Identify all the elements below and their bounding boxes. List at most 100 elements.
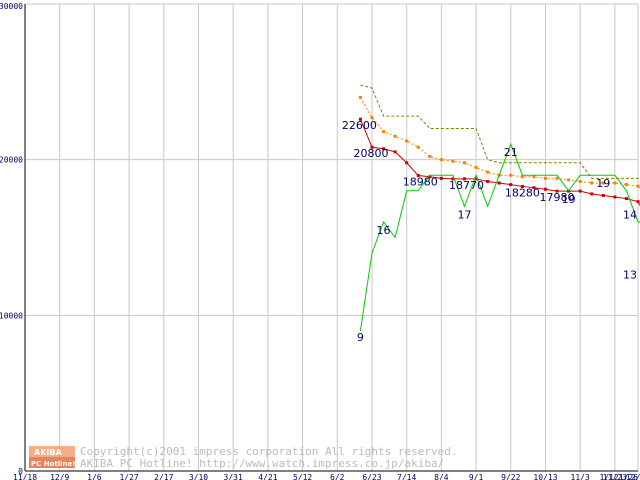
- logo-bottom-box: [29, 457, 75, 468]
- data-point-average: [382, 130, 386, 134]
- shop-count-label: 14: [623, 208, 637, 221]
- x-tick-label: 7/14: [397, 473, 416, 480]
- x-tick-label: 12/15: [626, 473, 640, 480]
- shop-count-label: 21: [504, 146, 518, 159]
- x-tick-label: 3/31: [224, 473, 243, 480]
- data-point-min: [439, 176, 443, 180]
- data-point-min: [578, 189, 582, 193]
- data-point-min: [416, 174, 420, 178]
- data-point-min: [474, 177, 478, 181]
- min-price-label: 22600: [342, 119, 377, 132]
- data-point-average: [474, 165, 478, 169]
- data-point-min: [497, 181, 501, 185]
- data-point-average: [543, 176, 547, 180]
- y-tick-label: 30000: [0, 2, 23, 11]
- data-point-average: [451, 159, 455, 163]
- data-point-min: [520, 184, 524, 188]
- series-min: [358, 117, 640, 207]
- data-point-average: [613, 181, 617, 185]
- series-max: [360, 84, 640, 179]
- data-point-average: [428, 155, 432, 159]
- y-tick-label: 20000: [0, 156, 23, 165]
- data-point-average: [370, 116, 374, 120]
- data-point-min: [382, 147, 386, 151]
- data-point-min: [532, 186, 536, 190]
- x-tick-label: 1/121/26: [599, 473, 638, 480]
- series-line-average: [359, 97, 640, 189]
- data-point-min: [405, 161, 409, 165]
- y-ticks: 0 10000 20000 30000: [0, 2, 23, 476]
- x-tick-label: 12/9: [50, 473, 69, 480]
- logo-top-text: AKIBA: [34, 448, 62, 457]
- x-tick-label: 9/1: [469, 473, 484, 480]
- x-tick-label: 11/3: [571, 473, 590, 480]
- series-shops: [359, 142, 640, 331]
- data-point-min: [370, 145, 374, 149]
- data-point-average: [405, 139, 409, 143]
- data-point-average: [555, 176, 559, 180]
- data-point-average: [439, 158, 443, 162]
- min-price-label: 20800: [353, 147, 388, 160]
- x-tick-label: 10/13: [533, 473, 557, 480]
- copyright-watermark: AKIBA PC Hotline! Copyright(c)2001 impre…: [29, 445, 458, 470]
- x-tick-label: 6/23: [362, 473, 381, 480]
- y-tick-label: 0: [18, 467, 23, 476]
- data-point-average: [636, 184, 640, 188]
- min-price-label: 17980: [540, 191, 575, 204]
- data-point-average: [578, 179, 582, 183]
- data-point-min: [590, 192, 594, 196]
- shop-count-label: 13: [623, 269, 637, 282]
- data-point-average: [393, 134, 397, 138]
- data-point-average: [509, 173, 513, 177]
- data-point-min: [428, 175, 432, 179]
- x-tick-label: 2/17: [154, 473, 173, 480]
- y-tick-label: 10000: [0, 311, 23, 320]
- x-tick-label: 1/27: [119, 473, 138, 480]
- data-point-min: [463, 177, 467, 181]
- x-tick-label: 9/22: [501, 473, 520, 480]
- data-point-min: [358, 117, 362, 121]
- shop-count-label: 19: [562, 193, 576, 206]
- min-price-label: 18280: [505, 186, 540, 199]
- copyright-line: Copyright(c)2001 impress corporation All…: [80, 445, 458, 458]
- x-tick-label: 11/18: [13, 473, 37, 480]
- shop-count-label: 9: [357, 331, 364, 344]
- x-tick-label: 1/6: [87, 473, 102, 480]
- data-point-average: [520, 175, 524, 179]
- data-point-min: [624, 197, 628, 201]
- shop-count-label: 19: [596, 177, 610, 190]
- data-point-average: [567, 178, 571, 182]
- grid: [24, 3, 639, 472]
- x-ticks: 11/18 12/9 1/6 1/27 2/17 3/10 3/31 4/21 5/12 6/2 6…: [13, 473, 640, 480]
- data-point-min: [486, 179, 490, 183]
- series-group: [358, 84, 640, 331]
- min-price-label: 18770: [449, 179, 484, 192]
- data-point-min: [601, 193, 605, 197]
- data-point-min: [451, 177, 455, 181]
- axes: [24, 4, 638, 472]
- data-point-min: [509, 183, 513, 187]
- series-line-min: [359, 119, 640, 207]
- data-point-average: [590, 181, 594, 185]
- shop-count-label: 17: [458, 208, 472, 221]
- data-labels: 2260020800189801877018280179801598014980…: [342, 119, 637, 344]
- data-point-min: [636, 200, 640, 204]
- data-point-average: [358, 95, 362, 99]
- x-tick-label: 5/12: [293, 473, 312, 480]
- x-tick-label: 3/10: [189, 473, 208, 480]
- data-point-average: [486, 170, 490, 174]
- data-point-min: [543, 187, 547, 191]
- min-price-label: 18980: [403, 176, 438, 189]
- logo-top-box: [29, 446, 75, 457]
- series-line-shops: [359, 142, 640, 331]
- data-point-min: [613, 195, 617, 199]
- data-point-min: [555, 189, 559, 193]
- data-point-average: [624, 183, 628, 187]
- x-tick-label: 6/2: [330, 473, 345, 480]
- url-line: AKIBA PC Hotline! http://www.watch.impre…: [80, 457, 444, 470]
- data-point-average: [463, 161, 467, 165]
- data-point-min: [393, 150, 397, 154]
- data-point-average: [601, 181, 605, 185]
- x-tick-label: 4/21: [258, 473, 277, 480]
